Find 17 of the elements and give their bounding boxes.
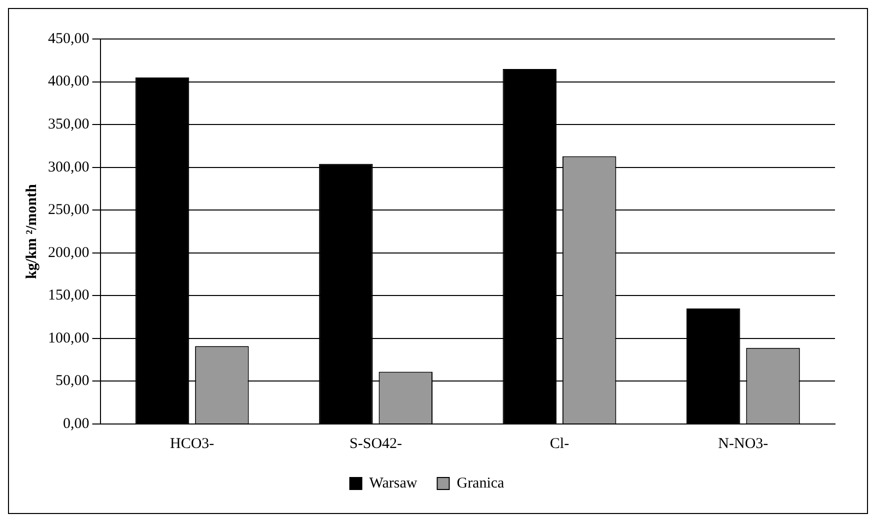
legend-label: Granica <box>456 475 505 492</box>
x-tick-label: Cl- <box>550 436 570 452</box>
x-tick-label: S-SO42- <box>350 436 402 452</box>
y-tick-label: 300,00 <box>48 159 90 176</box>
y-tick-label: 0,00 <box>63 416 90 432</box>
legend-label: Warsaw <box>369 475 418 492</box>
x-tick-label: HCO3- <box>170 436 214 452</box>
y-tick-label: 450,00 <box>48 30 90 47</box>
y-tick-label: 400,00 <box>48 74 90 90</box>
y-axis-title: kg/km ²/month <box>24 183 40 279</box>
x-tick-label: N-NO3- <box>718 436 768 452</box>
y-tick-label: 150,00 <box>48 288 90 304</box>
y-tick-label: 50,00 <box>56 373 90 390</box>
y-tick-label: 350,00 <box>48 116 90 132</box>
y-tick-label: 200,00 <box>48 244 90 261</box>
y-tick-label: 250,00 <box>48 202 90 218</box>
y-tick-label: 100,00 <box>48 330 90 346</box>
